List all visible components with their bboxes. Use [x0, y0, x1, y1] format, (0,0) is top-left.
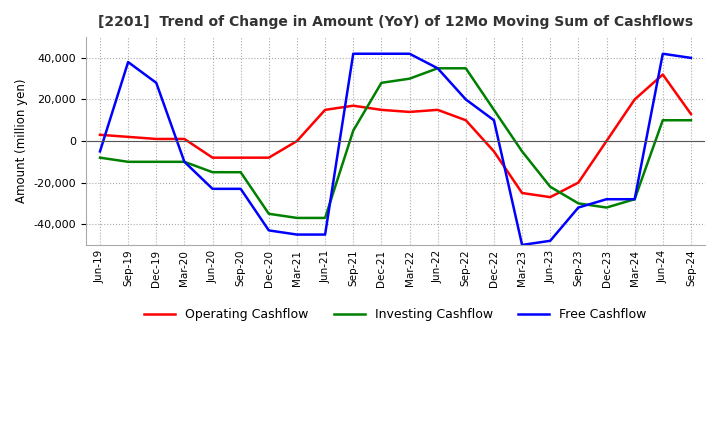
Investing Cashflow — [236, 169, 245, 175]
Free Cashflow — [518, 242, 526, 248]
Operating Cashflow — [518, 191, 526, 196]
Free Cashflow — [321, 232, 330, 237]
Operating Cashflow — [490, 149, 498, 154]
Free Cashflow — [433, 66, 442, 71]
Operating Cashflow — [433, 107, 442, 113]
Operating Cashflow — [236, 155, 245, 160]
Free Cashflow — [659, 51, 667, 56]
Operating Cashflow — [152, 136, 161, 142]
Free Cashflow — [180, 159, 189, 165]
Investing Cashflow — [518, 149, 526, 154]
Investing Cashflow — [433, 66, 442, 71]
Free Cashflow — [602, 197, 611, 202]
Free Cashflow — [405, 51, 414, 56]
Investing Cashflow — [490, 107, 498, 113]
Operating Cashflow — [687, 111, 696, 117]
Free Cashflow — [687, 55, 696, 61]
Operating Cashflow — [96, 132, 104, 137]
Free Cashflow — [546, 238, 554, 243]
Operating Cashflow — [208, 155, 217, 160]
Free Cashflow — [236, 186, 245, 191]
Operating Cashflow — [124, 134, 132, 139]
Investing Cashflow — [96, 155, 104, 160]
Operating Cashflow — [180, 136, 189, 142]
Operating Cashflow — [292, 139, 301, 144]
Free Cashflow — [264, 228, 273, 233]
Operating Cashflow — [321, 107, 330, 113]
Free Cashflow — [124, 59, 132, 65]
Investing Cashflow — [152, 159, 161, 165]
Operating Cashflow — [349, 103, 358, 108]
Free Cashflow — [574, 205, 582, 210]
Investing Cashflow — [124, 159, 132, 165]
Investing Cashflow — [687, 117, 696, 123]
Operating Cashflow — [546, 194, 554, 200]
Free Cashflow — [462, 97, 470, 102]
Line: Free Cashflow: Free Cashflow — [100, 54, 691, 245]
Y-axis label: Amount (million yen): Amount (million yen) — [15, 79, 28, 203]
Title: [2201]  Trend of Change in Amount (YoY) of 12Mo Moving Sum of Cashflows: [2201] Trend of Change in Amount (YoY) o… — [98, 15, 693, 29]
Legend: Operating Cashflow, Investing Cashflow, Free Cashflow: Operating Cashflow, Investing Cashflow, … — [139, 303, 652, 326]
Operating Cashflow — [405, 109, 414, 114]
Investing Cashflow — [180, 159, 189, 165]
Operating Cashflow — [659, 72, 667, 77]
Investing Cashflow — [546, 184, 554, 189]
Operating Cashflow — [602, 139, 611, 144]
Investing Cashflow — [321, 215, 330, 220]
Operating Cashflow — [462, 117, 470, 123]
Free Cashflow — [208, 186, 217, 191]
Free Cashflow — [490, 117, 498, 123]
Operating Cashflow — [574, 180, 582, 185]
Free Cashflow — [96, 149, 104, 154]
Investing Cashflow — [349, 128, 358, 133]
Investing Cashflow — [659, 117, 667, 123]
Investing Cashflow — [292, 215, 301, 220]
Free Cashflow — [349, 51, 358, 56]
Free Cashflow — [292, 232, 301, 237]
Investing Cashflow — [574, 201, 582, 206]
Free Cashflow — [630, 197, 639, 202]
Investing Cashflow — [630, 197, 639, 202]
Line: Operating Cashflow: Operating Cashflow — [100, 74, 691, 197]
Operating Cashflow — [264, 155, 273, 160]
Free Cashflow — [152, 80, 161, 85]
Investing Cashflow — [377, 80, 386, 85]
Operating Cashflow — [630, 97, 639, 102]
Investing Cashflow — [462, 66, 470, 71]
Investing Cashflow — [405, 76, 414, 81]
Operating Cashflow — [377, 107, 386, 113]
Investing Cashflow — [602, 205, 611, 210]
Line: Investing Cashflow: Investing Cashflow — [100, 68, 691, 218]
Free Cashflow — [377, 51, 386, 56]
Investing Cashflow — [264, 211, 273, 216]
Investing Cashflow — [208, 169, 217, 175]
